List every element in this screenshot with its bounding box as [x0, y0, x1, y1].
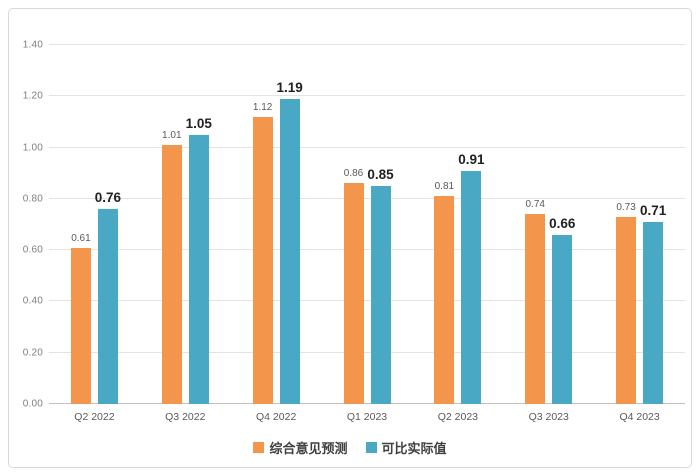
bar-group: 0.74 0.66 — [503, 45, 594, 404]
bar-actual: 0.71 — [640, 204, 666, 404]
legend-swatch-actual-icon — [365, 441, 377, 453]
data-label: 0.73 — [616, 201, 636, 213]
bar-group: 0.86 0.85 — [322, 45, 413, 404]
gridline — [49, 95, 685, 97]
bar-actual: 1.19 — [277, 81, 303, 404]
x-tick-label: Q4 2022 — [256, 411, 297, 423]
data-label: 0.91 — [458, 151, 485, 167]
bar-actual: 1.05 — [186, 117, 212, 404]
data-label: 0.85 — [367, 167, 394, 183]
bar-forecast: 0.61 — [70, 233, 91, 404]
data-label: 0.71 — [639, 202, 667, 218]
bar-actual: 0.85 — [367, 168, 394, 404]
data-label: 0.61 — [71, 232, 91, 244]
y-tick-label: 0.40 — [22, 295, 43, 307]
data-label: 0.74 — [525, 199, 545, 211]
legend: 综合意见预测 可比实际值 — [9, 438, 691, 456]
legend-label-forecast: 综合意见预测 — [269, 440, 348, 456]
bar-actual: 0.66 — [549, 217, 575, 404]
bar-group: 0.61 0.76 — [49, 45, 140, 404]
legend-item-forecast: 综合意见预测 — [253, 438, 348, 457]
gridline — [49, 197, 685, 199]
y-tick-label: 0.80 — [22, 193, 43, 205]
bar-forecast: 0.74 — [525, 200, 546, 404]
y-tick-label: 0.00 — [22, 398, 43, 410]
x-tick-label: Q1 2023 — [346, 411, 388, 423]
bar-forecast: 0.86 — [343, 169, 364, 404]
gridline — [49, 146, 685, 148]
y-tick-label: 0.20 — [22, 347, 43, 359]
y-tick-label: 0.60 — [22, 244, 43, 256]
bar-groups: 0.61 0.76 1.01 1.05 1.12 1.19 0.86 0.85 0.81 0.91… — [49, 45, 685, 404]
bar-actual: 0.91 — [458, 153, 485, 404]
bar-chart: 0.00 0.20 0.40 0.60 0.80 1.00 1.20 1.40 0.61 0.7… — [8, 8, 692, 468]
x-tick-label: Q3 2022 — [165, 411, 206, 423]
x-tick-label: Q2 2023 — [437, 411, 479, 423]
gridline — [49, 44, 685, 45]
bar-forecast: 1.12 — [252, 102, 273, 404]
x-axis-labels: Q2 2022 Q3 2022 Q4 2022 Q1 2023 Q2 2023 Q3 20… — [49, 411, 685, 427]
plot-area: 0.61 0.76 1.01 1.05 1.12 1.19 0.86 0.85 0.81 0.91… — [49, 44, 685, 404]
data-label: 1.19 — [276, 79, 303, 95]
gridline — [49, 300, 685, 302]
data-label: 1.05 — [185, 115, 212, 131]
legend-swatch-forecast-icon — [253, 441, 265, 453]
data-label: 1.12 — [252, 101, 273, 113]
data-label: 1.01 — [162, 130, 182, 142]
y-tick-label: 1.00 — [22, 142, 43, 154]
data-label: 0.66 — [549, 215, 576, 231]
x-tick-label: Q3 2023 — [528, 411, 569, 423]
gridline — [49, 249, 685, 251]
y-axis: 0.00 0.20 0.40 0.60 0.80 1.00 1.20 1.40 — [9, 40, 47, 410]
data-label: 0.81 — [434, 181, 455, 193]
gridline — [49, 351, 685, 353]
bar-forecast: 1.01 — [161, 131, 182, 404]
bar-forecast: 0.73 — [616, 202, 637, 404]
x-tick-label: Q2 2022 — [74, 411, 115, 423]
data-label: 0.76 — [94, 190, 122, 206]
bar-group: 1.01 1.05 — [140, 45, 231, 404]
legend-label-actual: 可比实际值 — [381, 440, 447, 456]
data-label: 0.86 — [343, 168, 364, 180]
bar-actual: 0.76 — [95, 191, 121, 404]
legend-item-actual: 可比实际值 — [365, 438, 447, 457]
bar-group: 0.81 0.91 — [412, 45, 503, 404]
bar-group: 1.12 1.19 — [231, 45, 322, 404]
bar-group: 0.73 0.71 — [594, 45, 685, 404]
bar-forecast: 0.81 — [434, 182, 455, 404]
x-axis-line — [49, 403, 685, 404]
y-tick-label: 1.40 — [22, 39, 43, 51]
x-tick-label: Q4 2023 — [619, 411, 660, 423]
y-tick-label: 1.20 — [22, 90, 43, 102]
